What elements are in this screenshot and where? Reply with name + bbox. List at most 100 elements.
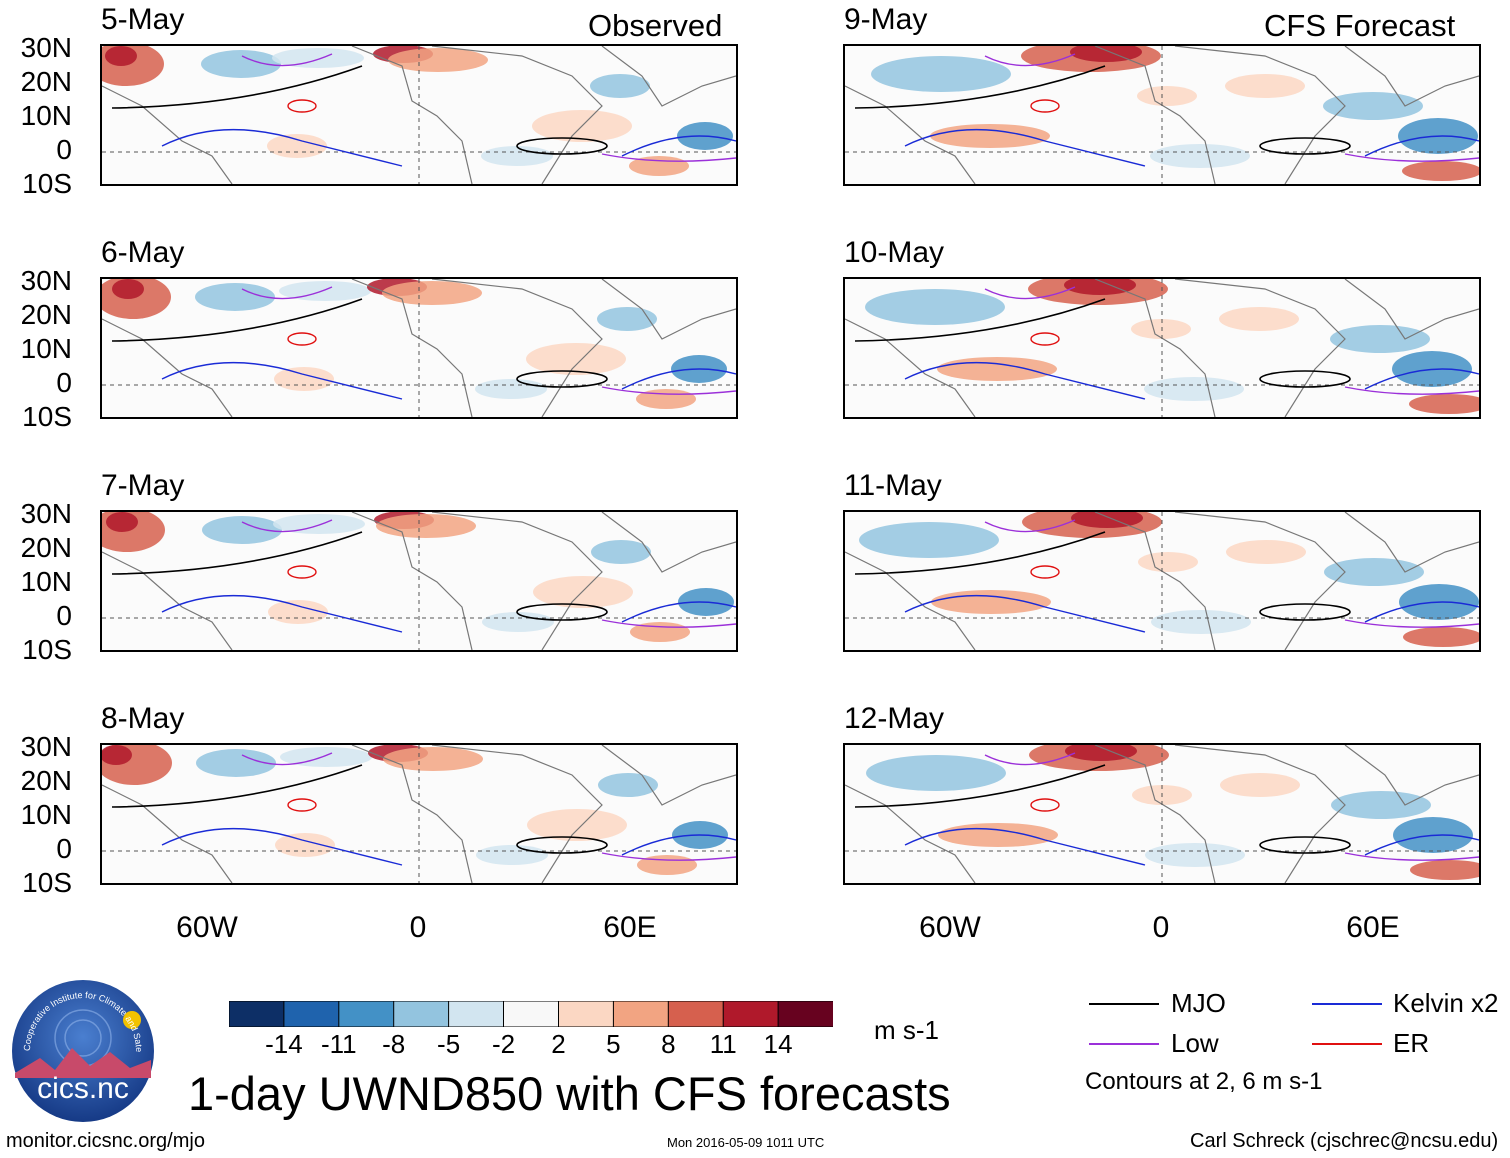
wind-anomaly-shading — [1144, 377, 1244, 401]
lat-label: 0 — [56, 600, 72, 631]
er-contour — [287, 565, 317, 579]
wind-anomaly-shading — [1064, 279, 1136, 295]
coastline — [102, 784, 233, 883]
wind-anomaly-shading — [526, 343, 626, 375]
kelvin-contour — [161, 128, 403, 167]
colorbar-tick-label: -8 — [382, 1029, 406, 1059]
lon-label-60e: 60E — [603, 911, 657, 944]
kelvin-contour — [161, 361, 403, 400]
credit: Carl Schreck (cjschrec@ncsu.edu) — [1190, 1130, 1499, 1152]
low-contour — [241, 752, 333, 766]
wind-anomaly-shading — [865, 289, 1005, 325]
figure-title: 1-day UWND850 with CFS forecasts — [188, 1067, 951, 1120]
wind-anomaly-shading — [859, 522, 999, 558]
wind-anomaly-shading — [102, 745, 132, 765]
legend-line-er — [1312, 1043, 1382, 1045]
wind-anomaly-shading — [930, 124, 1050, 148]
mjo-contour — [854, 298, 1106, 342]
wind-anomaly-shading — [475, 379, 547, 399]
coastline — [1174, 745, 1346, 883]
colorbar-swatch — [448, 1000, 505, 1028]
wind-anomaly-shading — [476, 845, 548, 865]
er-contour — [287, 99, 317, 113]
coastline — [431, 512, 603, 650]
wind-anomaly-shading — [1331, 791, 1431, 819]
lon-label-60w: 60W — [176, 911, 238, 944]
wind-anomaly-shading — [1145, 843, 1245, 867]
coastline — [431, 279, 603, 417]
coastline — [601, 46, 736, 107]
colorbar-swatch — [228, 1000, 285, 1028]
wind-anomaly-shading — [1409, 394, 1479, 414]
panel-date-label: 11-May — [844, 469, 942, 502]
wind-anomaly-shading — [1138, 552, 1198, 572]
wind-anomaly-shading — [1402, 161, 1479, 181]
panel-date-label: 10-May — [844, 236, 945, 269]
panel-date-label: 9-May — [844, 3, 928, 36]
coastline — [1094, 279, 1216, 417]
coastline — [1174, 279, 1346, 417]
mjo-contour — [516, 137, 608, 155]
colorbar-swatch — [338, 1000, 395, 1028]
colorbar-tick-label: -14 — [265, 1029, 303, 1059]
map-panel-forecast — [843, 510, 1481, 652]
coastline — [1094, 745, 1216, 883]
colorbar-tick-label: 14 — [763, 1029, 793, 1059]
colorbar-tick-label: 2 — [551, 1029, 566, 1059]
coastline — [1344, 512, 1479, 573]
wind-anomaly-shading — [382, 281, 482, 305]
mjo-contour — [854, 65, 1106, 109]
wind-anomaly-shading — [106, 512, 138, 532]
er-contour — [1030, 798, 1060, 812]
mjo-contour — [854, 531, 1106, 575]
lat-label: 10N — [20, 100, 72, 131]
mjo-contour — [516, 603, 608, 621]
lat-label: 10N — [20, 799, 72, 830]
wind-anomaly-shading — [1324, 558, 1424, 586]
legend-label-er: ER — [1393, 1028, 1430, 1058]
panel-date-label: 5-May — [101, 3, 185, 36]
wind-anomaly-shading — [275, 833, 335, 857]
low-contour — [601, 619, 736, 628]
er-contour — [287, 332, 317, 346]
wind-anomaly-shading — [871, 56, 1011, 92]
colorbar-tick-label: 11 — [709, 1029, 737, 1059]
wind-anomaly-shading — [1410, 860, 1479, 880]
coastline — [1174, 46, 1346, 184]
low-contour — [241, 53, 333, 67]
map-panel-observed — [100, 44, 738, 186]
coastline — [601, 745, 736, 806]
lat-label: 10N — [20, 566, 72, 597]
wind-anomaly-shading — [1219, 307, 1299, 331]
low-contour — [984, 53, 1076, 67]
wind-anomaly-shading — [1065, 745, 1137, 761]
map-panel-observed — [100, 277, 738, 419]
wind-anomaly-shading — [533, 576, 633, 608]
mjo-contour — [111, 764, 363, 808]
mjo-contour — [111, 65, 363, 109]
wind-anomaly-shading — [272, 48, 364, 68]
legend-line-low — [1089, 1043, 1159, 1045]
wind-anomaly-shading — [1323, 92, 1423, 120]
kelvin-contour — [161, 827, 403, 866]
kelvin-contour — [621, 834, 736, 856]
logo-text: cics.nc — [37, 1072, 129, 1105]
wind-anomaly-shading — [105, 46, 137, 66]
coastline — [601, 279, 736, 340]
lat-label: 0 — [56, 134, 72, 165]
wind-anomaly-shading — [274, 367, 334, 391]
kelvin-contour — [1364, 834, 1479, 856]
mjo-contour — [854, 764, 1106, 808]
mjo-contour — [1259, 603, 1351, 621]
coastline — [845, 318, 976, 417]
coastline — [1094, 46, 1216, 184]
panel-date-label: 6-May — [101, 236, 185, 269]
lon-label-0: 0 — [409, 911, 427, 944]
legend-label-mjo: MJO — [1171, 988, 1226, 1018]
lat-label: 10S — [22, 401, 72, 432]
lat-label: 20N — [20, 765, 72, 796]
wind-anomaly-shading — [1225, 74, 1305, 98]
colorbar-tick-label: -2 — [491, 1029, 516, 1059]
colorbar-tick-label: 5 — [606, 1029, 621, 1059]
low-contour — [984, 286, 1076, 300]
